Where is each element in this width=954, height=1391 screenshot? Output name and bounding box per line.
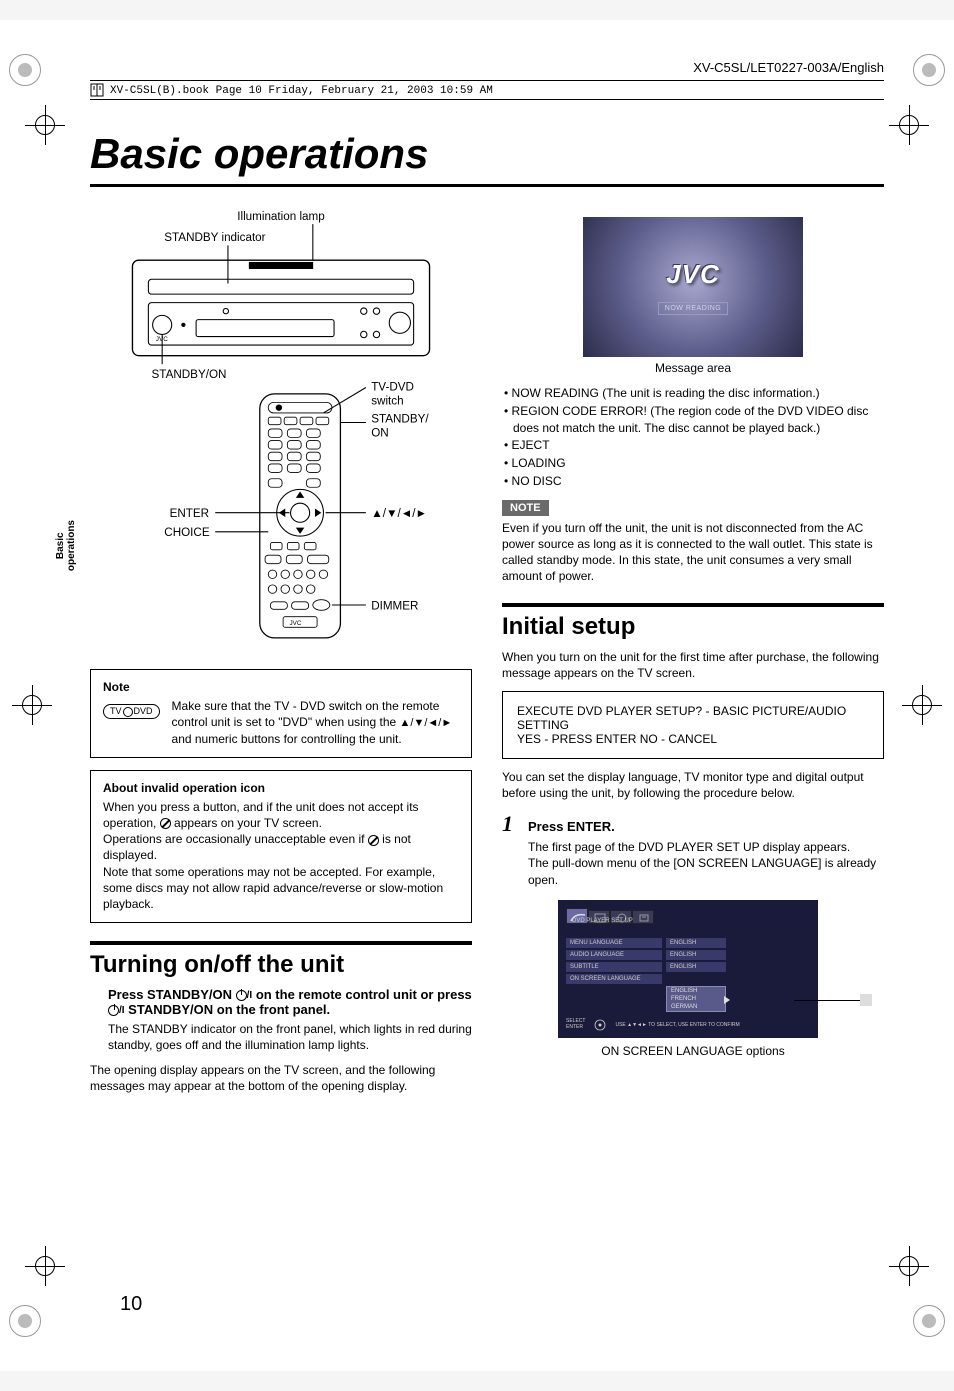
nav-icon [591,1018,609,1032]
screen-caption: Message area [502,361,884,375]
note-title: Note [103,680,459,694]
note-invalid-op: About invalid operation icon When you pr… [90,770,472,923]
step-1: 1 Press ENTER. [502,811,884,837]
leader-end [860,994,872,1006]
label-standby-ind: STANDBY indicator [164,231,265,244]
diagram-svg: Illumination lamp STANDBY indicator [90,205,472,651]
exec-message-box: EXECUTE DVD PLAYER SETUP? - BASIC PICTUR… [502,691,884,759]
jvc-logo: JVC [666,259,720,290]
list-item: NO DISC [504,473,884,490]
crop-mark [889,105,929,145]
book-icon [90,83,104,97]
list-item: EJECT [504,437,884,454]
page-number: 10 [120,1293,142,1316]
crop-mark [25,105,65,145]
reg-mark [5,1301,45,1341]
left-column: Illumination lamp STANDBY indicator [90,205,472,1104]
setup-table: MENU LANGUAGEENGLISH AUDIO LANGUAGEENGLI… [566,938,810,1012]
device-diagram: Illumination lamp STANDBY indicator [90,205,472,654]
label-illumination: Illumination lamp [237,210,324,223]
reg-mark [5,50,45,90]
step-body: The first page of the DVD PLAYER SET UP … [502,839,884,888]
step-title: Press ENTER. [528,819,615,834]
step-body: The STANDBY indicator on the front panel… [90,1021,472,1053]
note-body: Note that some operations may not be acc… [103,864,459,913]
cursor-icon [724,996,730,1004]
setup-caption: ON SCREEN LANGUAGE options [502,1044,884,1058]
section-divider [90,941,472,945]
header-model: XV-C5SL/LET0227-003A/English [90,60,884,75]
crop-mark [12,685,52,725]
note-tvdvd: Note TVDVD Make sure that the TV - DVD s… [90,669,472,758]
note-chip: NOTE [502,500,549,516]
body-text: You can set the display language, TV mon… [502,769,884,801]
list-item: REGION CODE ERROR! (The region code of t… [504,403,884,437]
label-standby2-b: ON [371,426,388,439]
label-tvdvd-a: TV-DVD [371,381,414,394]
manual-page: XV-C5SL/LET0227-003A/English XV-C5SL(B).… [0,20,954,1371]
prohibit-icon [368,835,379,846]
body-text: When you turn on the unit for the first … [502,649,884,681]
jvc-opening-screen: JVC NOW READING [583,217,803,357]
prohibit-icon [160,818,171,829]
tvdvd-switch-icon: TVDVD [103,704,160,719]
label-arrows: ▲/▼/◄/► [371,507,427,520]
label-tvdvd-b: switch [371,394,403,407]
power-icon [236,990,247,1001]
label-choice: CHOICE [164,526,210,539]
section-heading: Turning on/off the unit [90,951,472,979]
message-list: NOW READING (The unit is reading the dis… [502,385,884,490]
crop-mark [889,1246,929,1286]
note-body: Even if you turn off the unit, the unit … [502,520,884,585]
jvc-message-area: NOW READING [658,302,728,315]
list-item: LOADING [504,455,884,472]
note-body: Operations are occasionally unacceptable… [103,831,459,863]
setup-dropdown: ENGLISH FRENCH GERMAN [666,986,726,1012]
reg-mark [909,1301,949,1341]
step-number: 1 [502,811,524,837]
body-text: The opening display appears on the TV sc… [90,1062,472,1094]
step-instruction: Press STANDBY/ON /I on the remote contro… [90,987,472,1017]
reg-mark [909,50,949,90]
page-title: Basic operations [90,130,884,187]
section-divider [502,603,884,607]
leader-line [794,1000,864,1001]
note-body: Make sure that the TV - DVD switch on th… [172,698,459,747]
note-title: About invalid operation icon [103,781,459,795]
list-item: NOW READING (The unit is reading the dis… [504,385,884,402]
label-enter: ENTER [170,507,210,520]
book-info-text: XV-C5SL(B).book Page 10 Friday, February… [110,85,493,97]
label-standby2-a: STANDBY/ [371,413,429,426]
power-icon [108,1005,119,1016]
crop-mark [902,685,942,725]
book-info-bar: XV-C5SL(B).book Page 10 Friday, February… [90,80,884,100]
right-column: JVC NOW READING Message area NOW READING… [502,205,884,1104]
setup-screen: DVD PLAYER SET UP MENU LANGUAGEENGLISH A… [558,900,818,1038]
svg-text:JVC: JVC [289,620,301,627]
note-body: When you press a button, and if the unit… [103,799,459,831]
label-dimmer: DIMMER [371,599,418,612]
label-standby-on: STANDBY/ON [152,368,227,381]
setup-tab [632,910,654,924]
section-heading: Initial setup [502,613,884,641]
crop-mark [25,1246,65,1286]
setup-title: DVD PLAYER SET UP [572,918,633,924]
side-tab: Basic operations [55,520,77,571]
